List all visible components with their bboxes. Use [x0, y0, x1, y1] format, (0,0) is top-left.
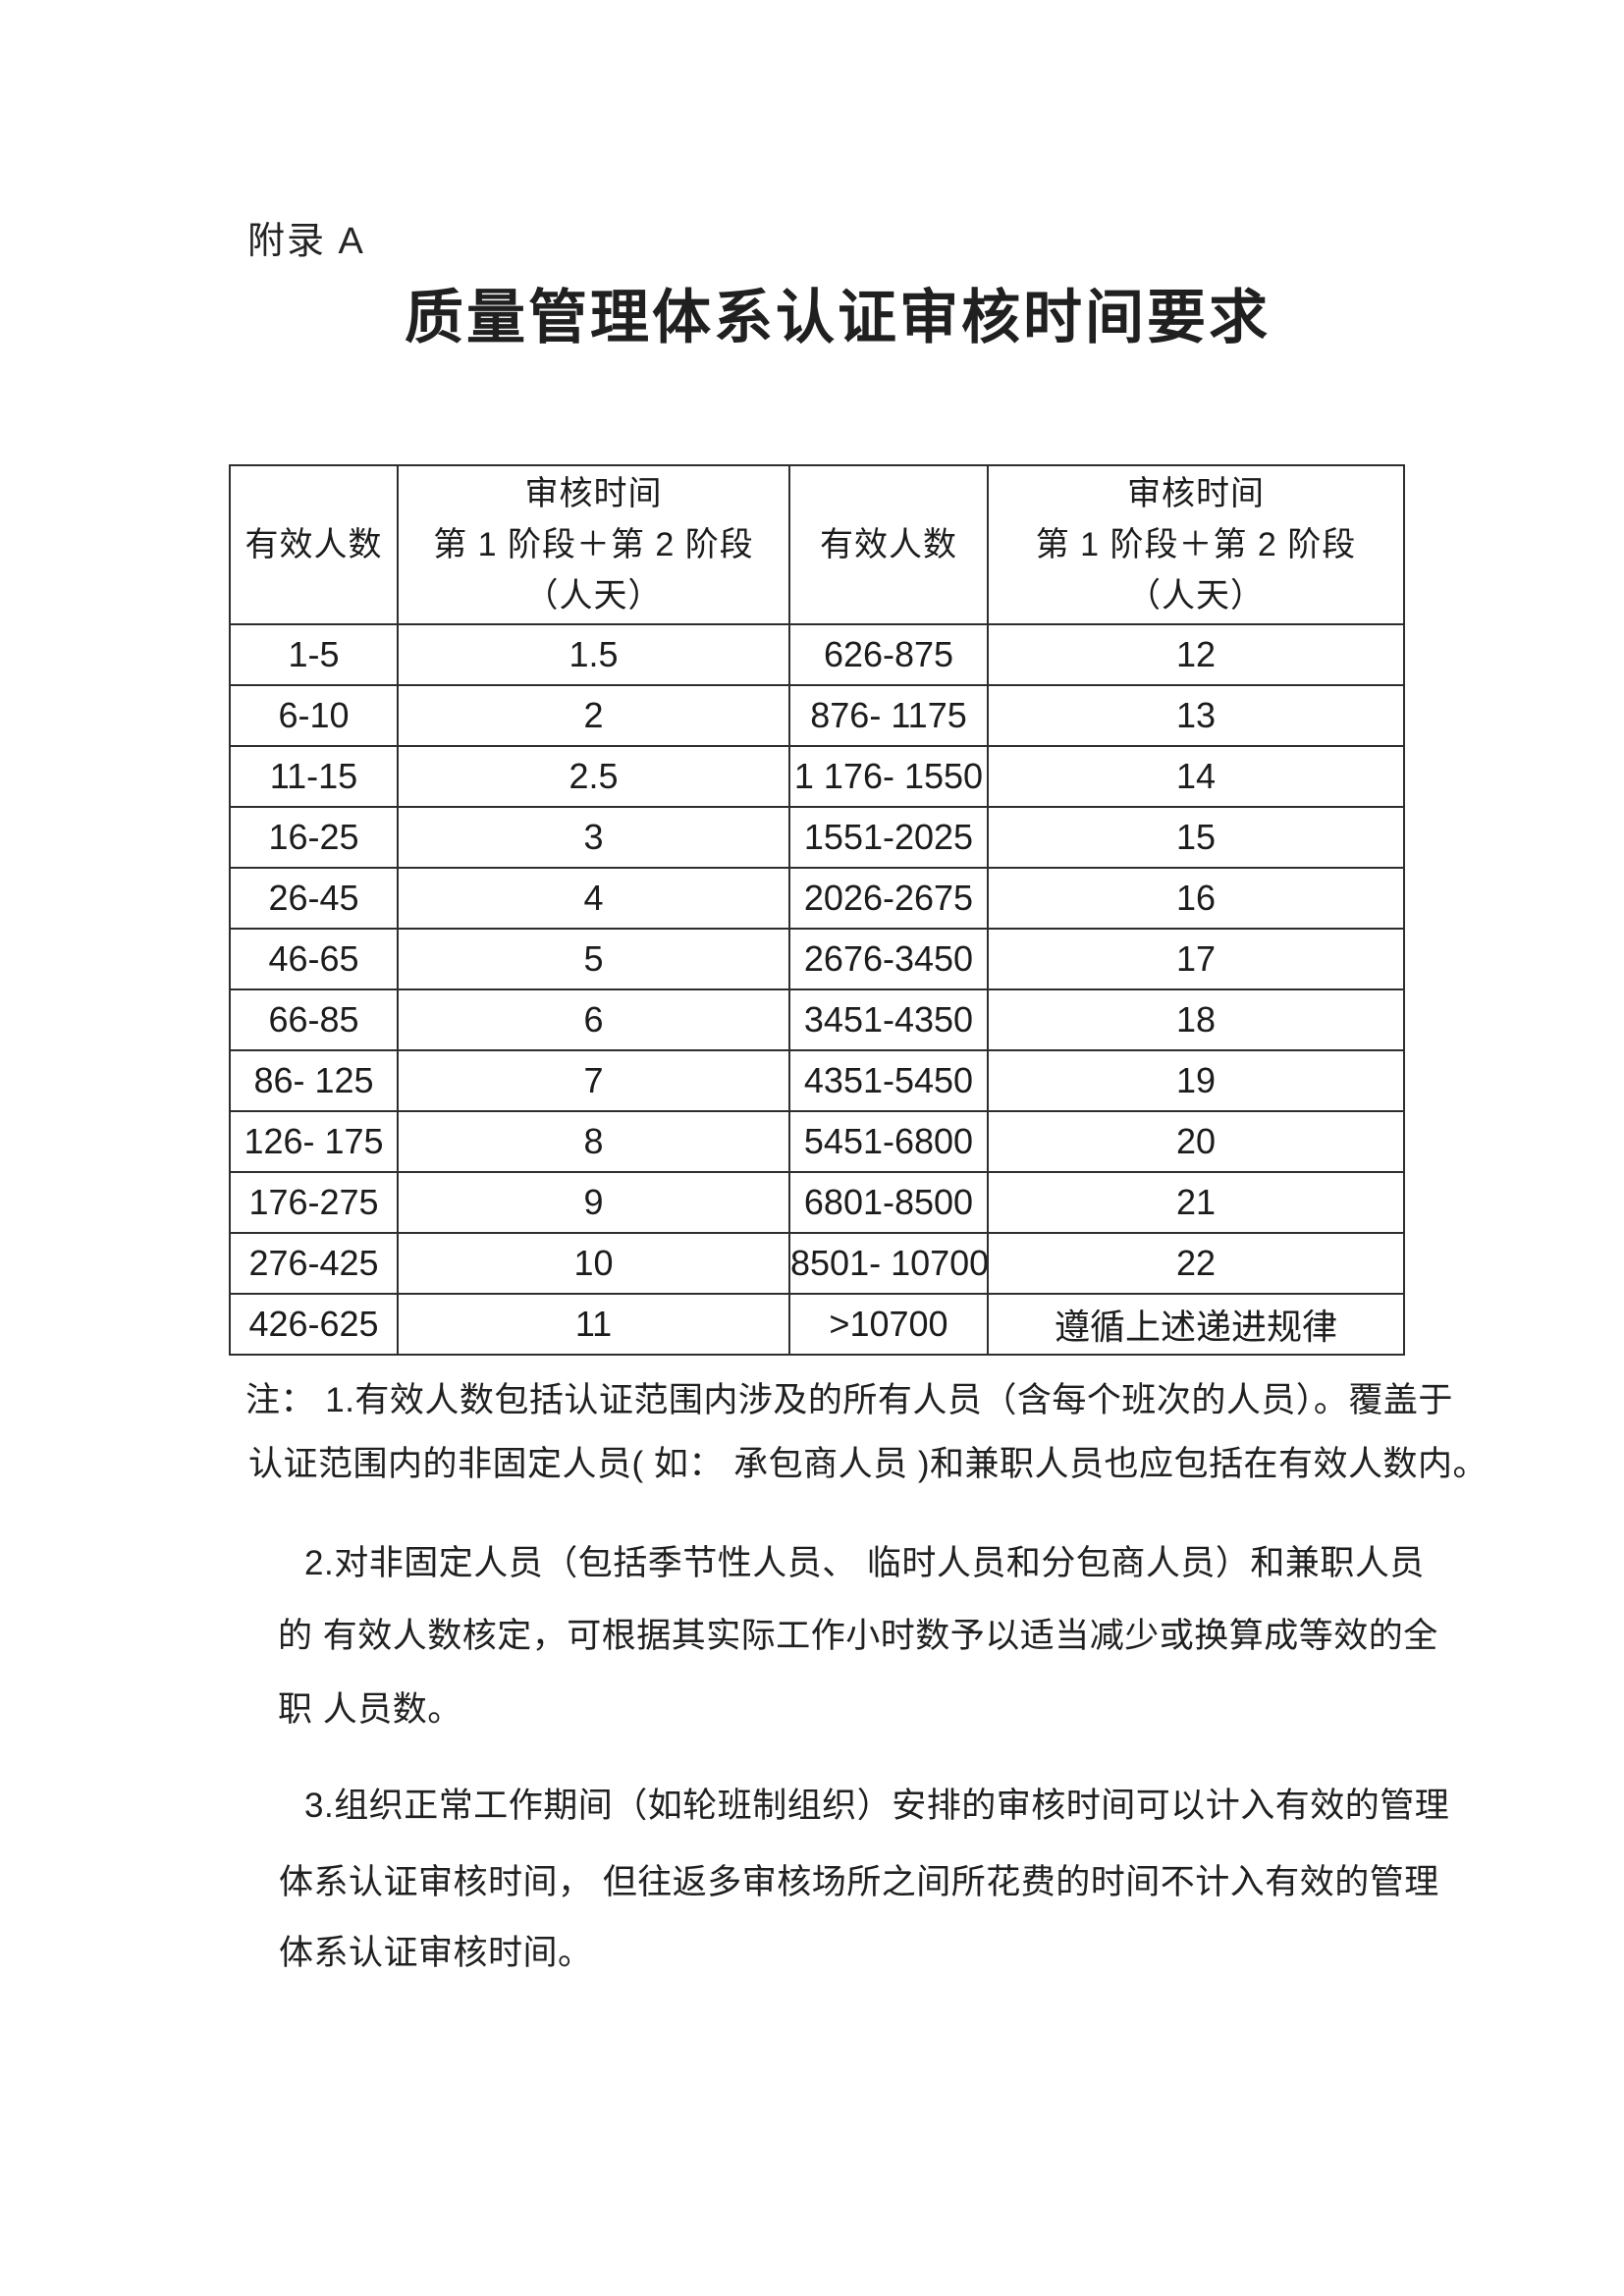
table-cell: 5451-6800	[788, 1110, 989, 1173]
table-cell: 12	[987, 623, 1405, 686]
note-1-line-1: 注： 1.有效人数包括认证范围内涉及的所有人员（含每个班次的人员）。覆盖于	[245, 1381, 1453, 1419]
appendix-label: 附录 A	[247, 221, 365, 262]
header-time-line2: 第 1 阶段＋第 2 阶段	[433, 526, 754, 563]
table-cell: 遵循上述递进规律	[987, 1293, 1405, 1356]
table-cell: 26-45	[229, 867, 399, 930]
note-3-line-1: 3.组织正常工作期间（如轮班制组织）安排的审核时间可以计入有效的管理	[304, 1787, 1450, 1825]
table-row: 176-275 9 6801-8500 21	[229, 1171, 1405, 1234]
table-cell: 276-425	[229, 1232, 399, 1295]
table-cell: >10700	[788, 1293, 989, 1356]
table-cell: 3451-4350	[788, 988, 989, 1051]
table-cell: 19	[987, 1049, 1405, 1112]
table-cell: 426-625	[229, 1293, 399, 1356]
table-row: 6-10 2 876- 1175 13	[229, 684, 1405, 747]
header-cell-people-right: 有效人数	[788, 464, 989, 625]
header-time-line3: （人天）	[524, 577, 663, 614]
header-time-line1: 审核时间	[1127, 475, 1265, 512]
table-cell: 15	[987, 806, 1405, 869]
table-cell: 876- 1175	[788, 684, 989, 747]
table-row: 426-625 11 >10700 遵循上述递进规律	[229, 1293, 1405, 1356]
table-cell: 1 176- 1550	[788, 745, 989, 808]
table-header: 有效人数 审核时间 第 1 阶段＋第 2 阶段 （人天） 有效人数 审核时间 第…	[229, 464, 1405, 625]
table-cell: 2.5	[397, 745, 790, 808]
table-cell: 2	[397, 684, 790, 747]
table-cell: 14	[987, 745, 1405, 808]
audit-time-table: 有效人数 审核时间 第 1 阶段＋第 2 阶段 （人天） 有效人数 审核时间 第…	[229, 464, 1405, 1356]
table-cell: 6-10	[229, 684, 399, 747]
table-cell: 9	[397, 1171, 790, 1234]
table-cell: 1-5	[229, 623, 399, 686]
table-cell: 2026-2675	[788, 867, 989, 930]
table-cell: 5	[397, 928, 790, 990]
table-cell: 6	[397, 988, 790, 1051]
table-cell: 6801-8500	[788, 1171, 989, 1234]
table-cell: 17	[987, 928, 1405, 990]
table-row: 276-425 10 8501- 10700 22	[229, 1232, 1405, 1295]
header-people-label: 有效人数	[820, 526, 957, 563]
table-cell: 22	[987, 1232, 1405, 1295]
note-3-line-3: 体系认证审核时间。	[279, 1934, 593, 1972]
header-time-line1: 审核时间	[524, 475, 663, 512]
table-cell: 16-25	[229, 806, 399, 869]
table-row: 1-5 1.5 626-875 12	[229, 623, 1405, 686]
table-row: 11-15 2.5 1 176- 1550 14	[229, 745, 1405, 808]
table-cell: 20	[987, 1110, 1405, 1173]
table-cell: 8501- 10700	[788, 1232, 989, 1295]
table-cell: 21	[987, 1171, 1405, 1234]
header-cell-time-right: 审核时间 第 1 阶段＋第 2 阶段 （人天）	[987, 464, 1405, 625]
table-header-row: 有效人数 审核时间 第 1 阶段＋第 2 阶段 （人天） 有效人数 审核时间 第…	[229, 464, 1405, 625]
table-cell: 1551-2025	[788, 806, 989, 869]
table-cell: 11	[397, 1293, 790, 1356]
table-cell: 2676-3450	[788, 928, 989, 990]
note-2-line-3: 职 人员数。	[278, 1690, 462, 1729]
table-cell: 18	[987, 988, 1405, 1051]
table-cell: 126- 175	[229, 1110, 399, 1173]
header-cell-time-left: 审核时间 第 1 阶段＋第 2 阶段 （人天）	[397, 464, 790, 625]
header-cell-people-left: 有效人数	[229, 464, 399, 625]
table-cell: 1.5	[397, 623, 790, 686]
table-cell: 10	[397, 1232, 790, 1295]
table-row: 26-45 4 2026-2675 16	[229, 867, 1405, 930]
header-people-label: 有效人数	[244, 526, 383, 563]
table-cell: 626-875	[788, 623, 989, 686]
table-row: 46-65 5 2676-3450 17	[229, 928, 1405, 990]
table-cell: 8	[397, 1110, 790, 1173]
table-row: 86- 125 7 4351-5450 19	[229, 1049, 1405, 1112]
note-1-line-2: 认证范围内的非固定人员( 如： 承包商人员 )和兼职人员也应包括在有效人数内。	[248, 1445, 1488, 1483]
table-cell: 13	[987, 684, 1405, 747]
table-row: 16-25 3 1551-2025 15	[229, 806, 1405, 869]
table-cell: 86- 125	[229, 1049, 399, 1112]
audit-table-body: 1-5 1.5 626-875 12 6-10 2 876- 1175 13 11-15 2.5 1…	[229, 623, 1405, 1356]
table-cell: 11-15	[229, 745, 399, 808]
table-cell: 176-275	[229, 1171, 399, 1234]
note-2-line-1: 2.对非固定人员（包括季节性人员、 临时人员和分包商人员）和兼职人员	[304, 1544, 1425, 1582]
page-title: 质量管理体系认证审核时间要求	[405, 285, 1271, 350]
table-cell: 4	[397, 867, 790, 930]
note-3-line-2: 体系认证审核时间， 但往返多审核场所之间所花费的时间不计入有效的管理	[279, 1863, 1439, 1901]
header-time-line3: （人天）	[1127, 577, 1265, 614]
table-cell: 46-65	[229, 928, 399, 990]
table-cell: 16	[987, 867, 1405, 930]
table-row: 126- 175 8 5451-6800 20	[229, 1110, 1405, 1173]
table-cell: 4351-5450	[788, 1049, 989, 1112]
table-row: 66-85 6 3451-4350 18	[229, 988, 1405, 1051]
table-cell: 66-85	[229, 988, 399, 1051]
header-time-line2: 第 1 阶段＋第 2 阶段	[1035, 526, 1357, 563]
note-2-line-2: 的 有效人数核定，可根据其实际工作小时数予以适当减少或换算成等效的全	[278, 1617, 1438, 1655]
table-cell: 3	[397, 806, 790, 869]
table-cell: 7	[397, 1049, 790, 1112]
